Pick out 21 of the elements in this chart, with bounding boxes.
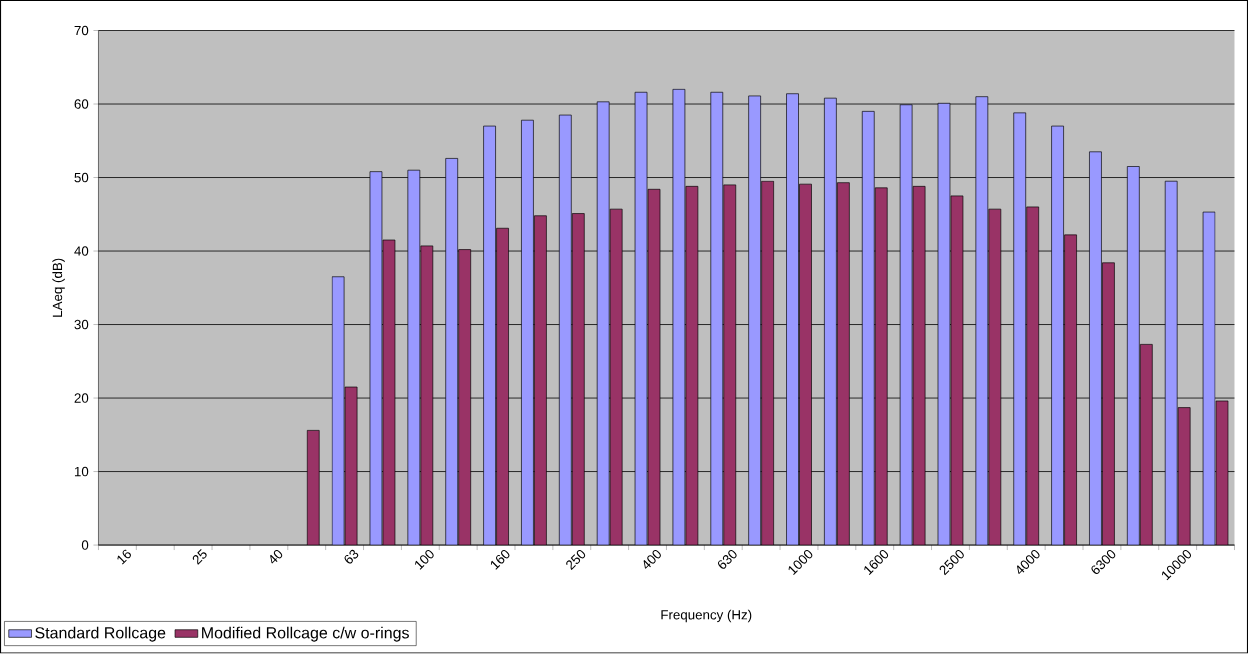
y-tick-label: 40 <box>74 246 89 256</box>
x-tick-label: 63 <box>344 550 359 564</box>
y-tick-label: 60 <box>74 99 89 109</box>
y-tick-label: 20 <box>74 393 89 404</box>
legend-label: Standard Rollcage <box>35 626 166 642</box>
x-tick-label: 16 <box>117 550 131 565</box>
x-axis-title: Frequency (Hz) <box>661 609 752 623</box>
x-tick-label: 40 <box>270 550 283 564</box>
x-tick-label: 630 <box>717 550 737 570</box>
x-tick-label: 250 <box>566 550 586 571</box>
y-axis-title: LAeq (dB) <box>52 258 65 317</box>
y-tick-label: 50 <box>74 173 89 183</box>
x-tick-label: 400 <box>643 550 661 570</box>
y-tick-label: 10 <box>74 467 89 477</box>
x-tick-label: 100 <box>415 550 434 571</box>
y-tick-label: 70 <box>74 26 89 36</box>
legend-label: Modified Rollcage c/w o-rings <box>202 626 409 642</box>
y-tick-label: 30 <box>74 320 89 330</box>
y-tick-label: 0 <box>81 540 89 551</box>
x-tick-label: 25 <box>192 549 207 566</box>
x-tick-label: 160 <box>490 550 510 571</box>
